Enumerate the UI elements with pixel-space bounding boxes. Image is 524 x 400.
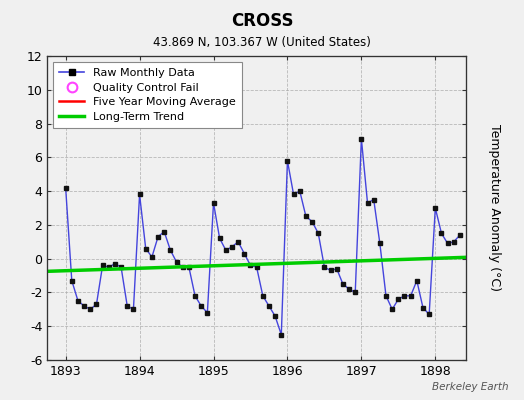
Text: 43.869 N, 103.367 W (United States): 43.869 N, 103.367 W (United States)	[153, 36, 371, 49]
Legend: Raw Monthly Data, Quality Control Fail, Five Year Moving Average, Long-Term Tren: Raw Monthly Data, Quality Control Fail, …	[53, 62, 242, 128]
Text: Berkeley Earth: Berkeley Earth	[432, 382, 508, 392]
Text: CROSS: CROSS	[231, 12, 293, 30]
Y-axis label: Temperature Anomaly (°C): Temperature Anomaly (°C)	[488, 124, 501, 292]
